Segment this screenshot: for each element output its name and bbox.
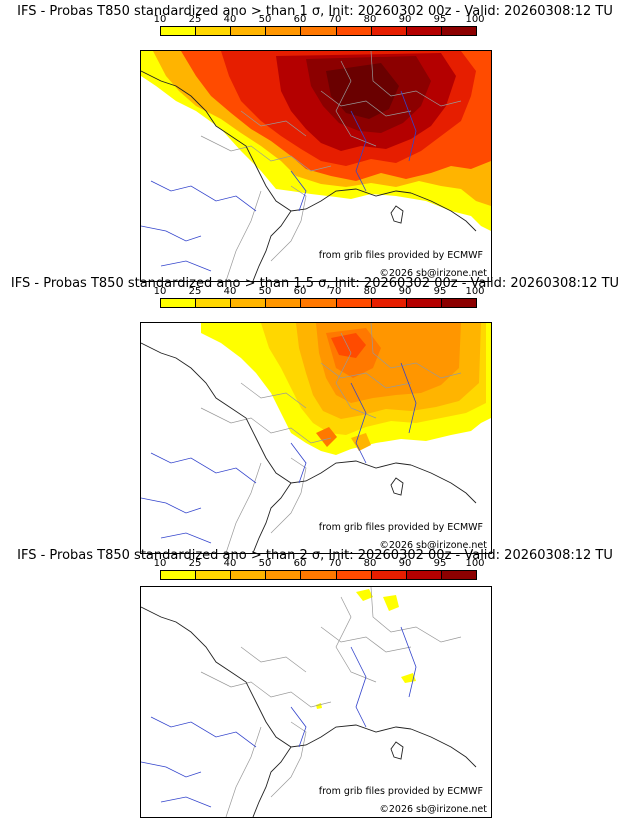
- map-title: IFS - Probas T850 standardized ano > tha…: [10, 276, 620, 291]
- colorbar-cell: [196, 27, 232, 35]
- colorbar-cell: [196, 571, 232, 579]
- data-source-credit: from grib files provided by ECMWF: [318, 250, 483, 261]
- colorbar-cell: [196, 299, 232, 307]
- copyright: ©2026 sb@irizone.net: [379, 268, 487, 279]
- colorbar-cell: [161, 27, 197, 35]
- colorbar-cell: [441, 299, 476, 307]
- colorbar-cell: [266, 299, 302, 307]
- colorbar-labels: 10 25 40 50 60 70 80 90 95 100: [153, 286, 495, 298]
- map-title: IFS - Probas T850 standardized ano > tha…: [17, 548, 613, 563]
- colorbar-cell: [266, 571, 302, 579]
- colorbar-cell: [231, 571, 267, 579]
- copyright: ©2026 sb@irizone.net: [379, 804, 487, 815]
- rivers: [141, 362, 417, 544]
- colorbar-tick-label: 60: [293, 14, 307, 25]
- colorbar-labels: 10 25 40 50 60 70 80 90 95 100: [153, 14, 495, 26]
- data-source-credit: from grib files provided by ECMWF: [318, 522, 483, 533]
- colorbar-tick-label: 90: [398, 558, 412, 569]
- colorbar-tick-label: 100: [465, 286, 485, 297]
- colorbar-tick-label: 80: [363, 558, 377, 569]
- coastlines: [141, 70, 477, 281]
- map-title: IFS - Probas T850 standardized ano > tha…: [17, 4, 613, 19]
- colorbar-cell: [161, 299, 197, 307]
- colorbar-tick-label: 90: [398, 286, 412, 297]
- probability-fill: [316, 589, 416, 709]
- colorbar-tick-label: 25: [188, 286, 202, 297]
- colorbar-cell: [231, 299, 267, 307]
- colorbar-cell: [371, 27, 407, 35]
- colorbar: [160, 570, 477, 580]
- colorbar-tick-label: 50: [258, 286, 272, 297]
- colorbar-tick-label: 10: [153, 14, 167, 25]
- colorbar-cell: [406, 299, 442, 307]
- colorbar-tick-label: 50: [258, 14, 272, 25]
- colorbar-tick-label: 25: [188, 14, 202, 25]
- map-panel: from grib files provided by ECMWF ©2026 …: [140, 322, 492, 554]
- prob-40-spot: [351, 433, 371, 451]
- colorbar-tick-label: 60: [293, 286, 307, 297]
- colorbar-cell: [231, 27, 267, 35]
- colorbar-tick-label: 95: [433, 558, 447, 569]
- colorbar-tick-label: 100: [465, 14, 485, 25]
- colorbar-tick-label: 70: [328, 14, 342, 25]
- colorbar-tick-label: 95: [433, 286, 447, 297]
- map-panel: from grib files provided by ECMWF ©2026 …: [140, 50, 492, 282]
- colorbar-tick-label: 70: [328, 558, 342, 569]
- panel-1.5sigma: IFS - Probas T850 standardized ano > tha…: [0, 276, 630, 554]
- probability-fill: [201, 323, 491, 455]
- colorbar-tick-label: 40: [223, 14, 237, 25]
- colorbar-tick-label: 25: [188, 558, 202, 569]
- prob-10-spot: [383, 595, 399, 611]
- probability-map: [141, 323, 491, 553]
- colorbar-tick-label: 50: [258, 558, 272, 569]
- colorbar-tick-label: 60: [293, 558, 307, 569]
- colorbar: [160, 26, 477, 36]
- colorbar-cell: [336, 27, 372, 35]
- colorbar-cell: [441, 571, 476, 579]
- colorbar-cell: [371, 299, 407, 307]
- prob-10-spot: [401, 673, 416, 683]
- colorbar-cell: [371, 571, 407, 579]
- colorbar-tick-label: 95: [433, 14, 447, 25]
- rivers: [141, 90, 417, 272]
- colorbar-tick-label: 100: [465, 558, 485, 569]
- colorbar-cell: [406, 571, 442, 579]
- coastlines: [141, 606, 477, 817]
- colorbar-cell: [266, 27, 302, 35]
- map-panel: from grib files provided by ECMWF ©2026 …: [140, 586, 492, 818]
- borders: [200, 51, 462, 281]
- colorbar-cell: [406, 27, 442, 35]
- colorbar-cell: [441, 27, 476, 35]
- colorbar-tick-label: 80: [363, 14, 377, 25]
- panel-2sigma: IFS - Probas T850 standardized ano > tha…: [0, 548, 630, 824]
- probability-map: [141, 587, 477, 817]
- prob-60-spot: [316, 427, 337, 447]
- copyright: ©2026 sb@irizone.net: [379, 540, 487, 551]
- colorbar-tick-label: 80: [363, 286, 377, 297]
- colorbar-cell: [336, 571, 372, 579]
- colorbar-cell: [336, 299, 372, 307]
- colorbar-tick-label: 40: [223, 286, 237, 297]
- panel-1sigma: IFS - Probas T850 standardized ano > tha…: [0, 4, 630, 282]
- colorbar-tick-label: 40: [223, 558, 237, 569]
- rivers: [141, 626, 417, 808]
- colorbar-cell: [301, 27, 337, 35]
- colorbar-tick-label: 10: [153, 286, 167, 297]
- prob-10-spot: [356, 589, 373, 601]
- prob-10-spot: [316, 703, 322, 709]
- colorbar-cell: [301, 299, 337, 307]
- borders: [200, 323, 462, 553]
- colorbar-cell: [161, 571, 197, 579]
- probability-map: [141, 51, 491, 281]
- colorbar-cell: [301, 571, 337, 579]
- colorbar-tick-label: 70: [328, 286, 342, 297]
- colorbar-labels: 10 25 40 50 60 70 80 90 95 100: [153, 558, 495, 570]
- prob-70-area: [331, 333, 366, 358]
- borders: [200, 587, 462, 817]
- coastlines: [141, 342, 477, 553]
- colorbar-tick-label: 10: [153, 558, 167, 569]
- colorbar-tick-label: 90: [398, 14, 412, 25]
- data-source-credit: from grib files provided by ECMWF: [318, 786, 483, 797]
- colorbar: [160, 298, 477, 308]
